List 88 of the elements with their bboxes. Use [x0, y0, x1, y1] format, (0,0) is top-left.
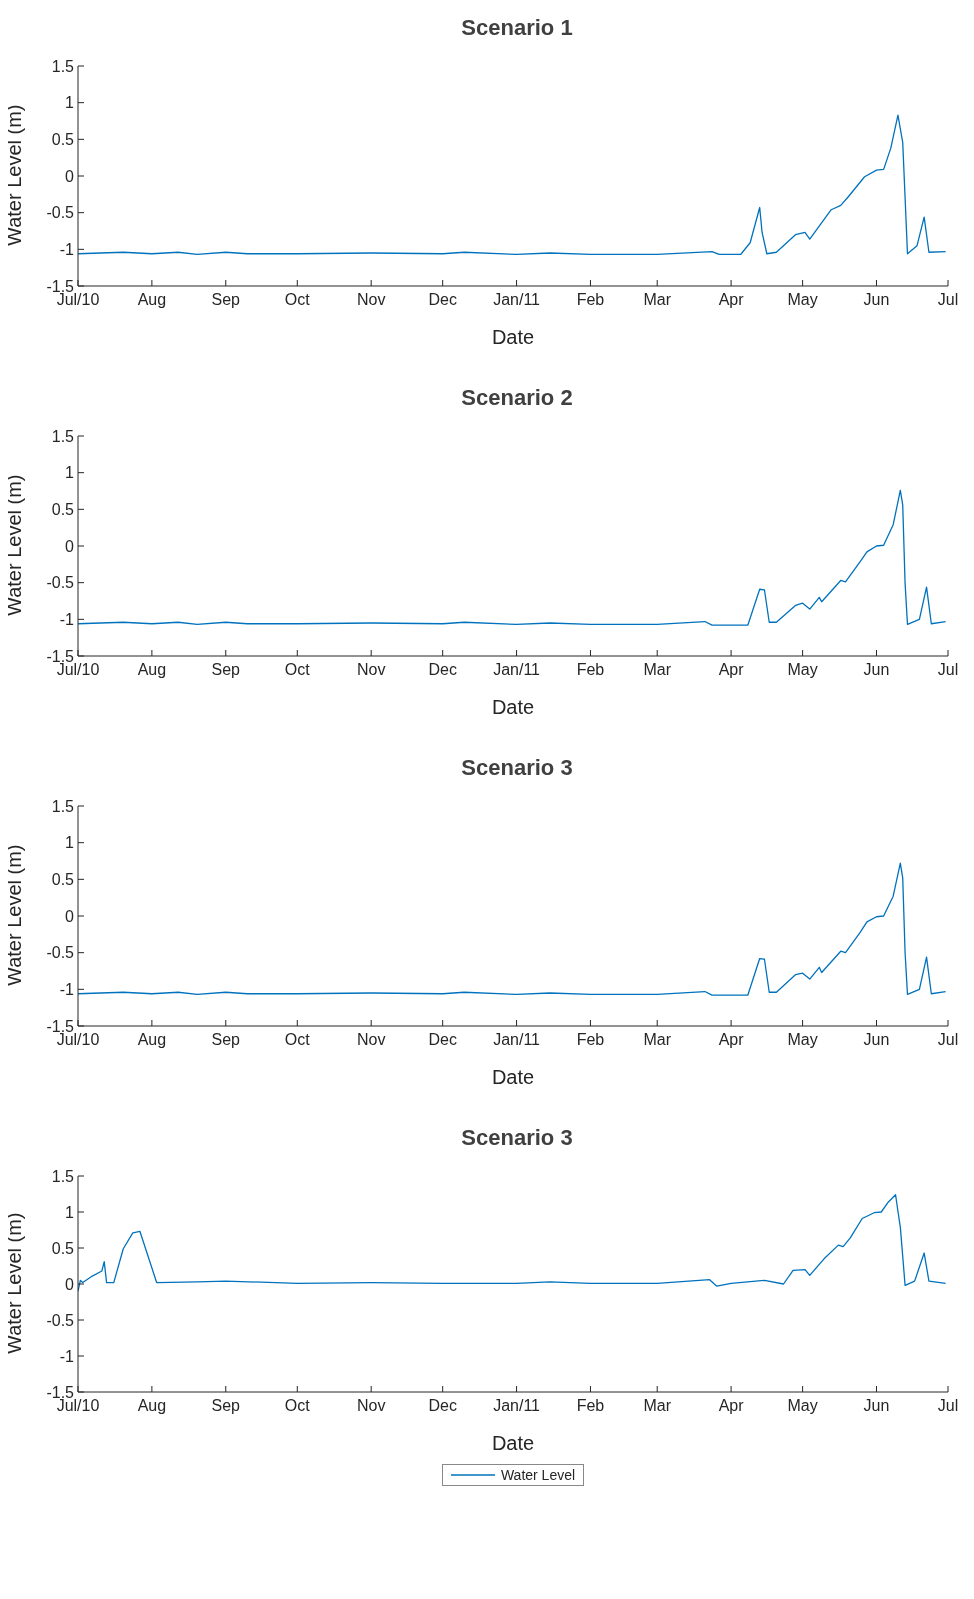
y-tick-label: -1: [59, 611, 75, 629]
x-tick-label: Nov: [356, 661, 386, 679]
chart-title: Scenario 1: [460, 14, 574, 42]
x-tick-label: Dec: [428, 1031, 457, 1049]
y-tick-label: 1.5: [51, 427, 75, 445]
x-tick-label: Jul: [937, 291, 959, 309]
chart-title: Scenario 3: [460, 1124, 574, 1152]
x-tick-label: Jul/10: [56, 1397, 100, 1415]
x-tick-label: May: [787, 661, 818, 679]
y-tick-label: 0: [65, 167, 75, 185]
x-tick-label: Dec: [428, 291, 457, 309]
y-tick-label: 1: [65, 464, 75, 482]
x-tick-label: Sep: [211, 1397, 241, 1415]
x-tick-label: May: [787, 291, 818, 309]
y-tick-label: 0.5: [51, 871, 75, 889]
y-tick-label: -0.5: [46, 574, 75, 592]
y-tick-label: -1: [59, 981, 75, 999]
x-tick-label: Mar: [643, 291, 672, 309]
x-tick-label: Jun: [863, 291, 890, 309]
x-tick-label: Apr: [718, 661, 745, 679]
x-tick-label: Jul/10: [56, 1031, 100, 1049]
x-tick-label: Aug: [137, 291, 167, 309]
x-tick-label: Apr: [718, 1031, 745, 1049]
x-tick-label: Aug: [137, 661, 167, 679]
x-tick-label: Sep: [211, 1031, 241, 1049]
x-tick-label: Jul: [937, 1397, 959, 1415]
chart-title: Scenario 3: [460, 754, 574, 782]
x-tick-label: Aug: [137, 1397, 167, 1415]
y-tick-label: 1.5: [51, 1167, 75, 1185]
y-tick-label: 1: [65, 1203, 75, 1221]
y-tick-label: 0: [65, 907, 75, 925]
x-tick-label: May: [787, 1031, 818, 1049]
y-tick-label: -1: [59, 241, 75, 259]
x-tick-label: Jan/11: [493, 1397, 541, 1415]
x-tick-label: Jul: [937, 661, 959, 679]
x-tick-label: Dec: [428, 1397, 457, 1415]
x-tick-label: Jan/11: [493, 1031, 541, 1049]
y-tick-label: 1.5: [51, 797, 75, 815]
x-axis-title: Date: [491, 326, 535, 348]
y-tick-label: 0.5: [51, 501, 75, 519]
x-tick-label: Feb: [576, 1397, 605, 1415]
x-tick-label: Oct: [284, 1031, 311, 1049]
x-axis-title: Date: [491, 1432, 535, 1454]
x-tick-label: Jul/10: [56, 291, 100, 309]
x-axis-title: Date: [491, 696, 535, 718]
y-tick-label: 1: [65, 94, 75, 112]
y-tick-label: 0: [65, 537, 75, 555]
x-tick-label: Aug: [137, 1031, 167, 1049]
x-tick-label: Mar: [643, 661, 672, 679]
x-tick-label: Jun: [863, 1397, 890, 1415]
x-tick-label: Jul: [937, 1031, 959, 1049]
x-tick-label: Mar: [643, 1397, 672, 1415]
x-tick-label: Sep: [211, 661, 241, 679]
line-series: [78, 489, 947, 626]
x-tick-label: Sep: [211, 291, 241, 309]
x-tick-label: Nov: [356, 1031, 386, 1049]
chart-title: Scenario 2: [460, 384, 574, 412]
x-tick-label: Feb: [576, 291, 605, 309]
x-tick-label: Apr: [718, 1397, 745, 1415]
x-tick-label: Nov: [356, 1397, 386, 1415]
line-series: [78, 114, 947, 256]
x-tick-label: Apr: [718, 291, 745, 309]
x-tick-label: Jan/11: [493, 661, 541, 679]
x-tick-label: Oct: [284, 291, 311, 309]
y-tick-label: -1: [59, 1347, 75, 1365]
y-tick-label: -0.5: [46, 204, 75, 222]
x-tick-label: Dec: [428, 661, 457, 679]
x-tick-label: Jul/10: [56, 661, 100, 679]
x-tick-label: May: [787, 1397, 818, 1415]
x-tick-label: Jun: [863, 661, 890, 679]
x-tick-label: Nov: [356, 291, 386, 309]
x-tick-label: Feb: [576, 1031, 605, 1049]
line-series: [78, 862, 947, 996]
x-tick-label: Oct: [284, 1397, 311, 1415]
y-tick-label: 1.5: [51, 57, 75, 75]
x-tick-label: Jan/11: [493, 291, 541, 309]
y-tick-label: 0.5: [51, 1239, 75, 1257]
x-tick-label: Oct: [284, 661, 311, 679]
y-tick-label: 1: [65, 834, 75, 852]
y-tick-label: 0.5: [51, 131, 75, 149]
y-tick-label: -0.5: [46, 944, 75, 962]
y-tick-label: 0: [65, 1275, 75, 1293]
x-tick-label: Feb: [576, 661, 605, 679]
y-tick-label: -0.5: [46, 1311, 75, 1329]
x-tick-label: Mar: [643, 1031, 672, 1049]
x-tick-label: Jun: [863, 1031, 890, 1049]
x-axis-title: Date: [491, 1066, 535, 1088]
legend-label: Water Level: [500, 1467, 576, 1483]
